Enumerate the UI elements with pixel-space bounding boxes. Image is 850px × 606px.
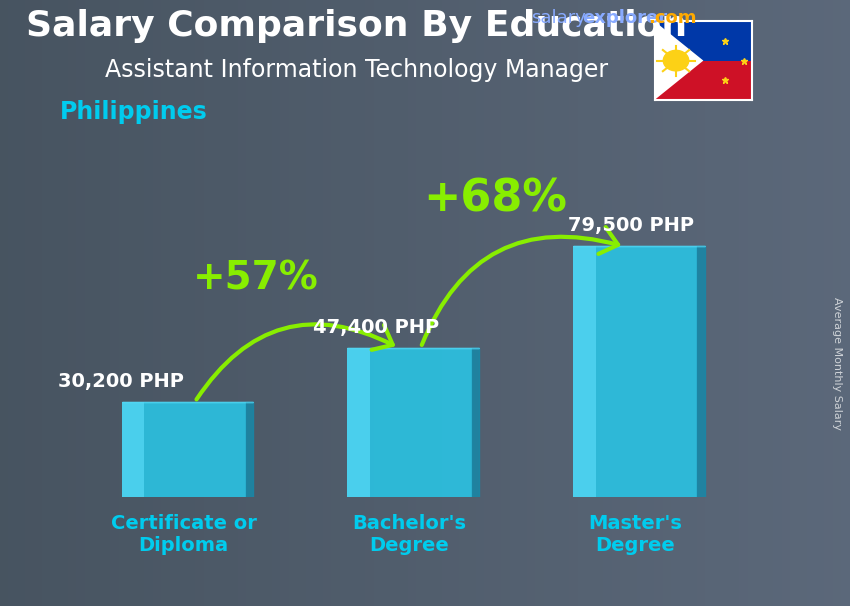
Polygon shape [246,402,253,497]
Text: Philippines: Philippines [60,100,207,124]
FancyBboxPatch shape [348,348,370,497]
FancyBboxPatch shape [573,247,596,497]
Polygon shape [472,348,479,497]
Text: 79,500 PHP: 79,500 PHP [568,216,694,235]
FancyBboxPatch shape [122,402,144,497]
Text: explorer: explorer [582,9,667,27]
Text: +57%: +57% [193,259,319,297]
FancyArrowPatch shape [196,324,393,399]
FancyBboxPatch shape [573,247,697,497]
Text: Assistant Information Technology Manager: Assistant Information Technology Manager [105,58,609,82]
Text: Salary Comparison By Education: Salary Comparison By Education [26,9,688,43]
Bar [654,21,752,61]
Circle shape [663,50,688,71]
Text: Average Monthly Salary: Average Monthly Salary [832,297,842,430]
Text: 30,200 PHP: 30,200 PHP [58,371,184,391]
FancyArrowPatch shape [422,227,618,345]
FancyBboxPatch shape [348,348,472,497]
Polygon shape [654,21,703,100]
Text: .com: .com [648,9,696,27]
Polygon shape [697,247,705,497]
Text: 47,400 PHP: 47,400 PHP [313,318,439,336]
Text: +68%: +68% [423,178,567,221]
FancyBboxPatch shape [122,402,246,497]
Bar [654,61,752,100]
Text: salary: salary [531,9,586,27]
